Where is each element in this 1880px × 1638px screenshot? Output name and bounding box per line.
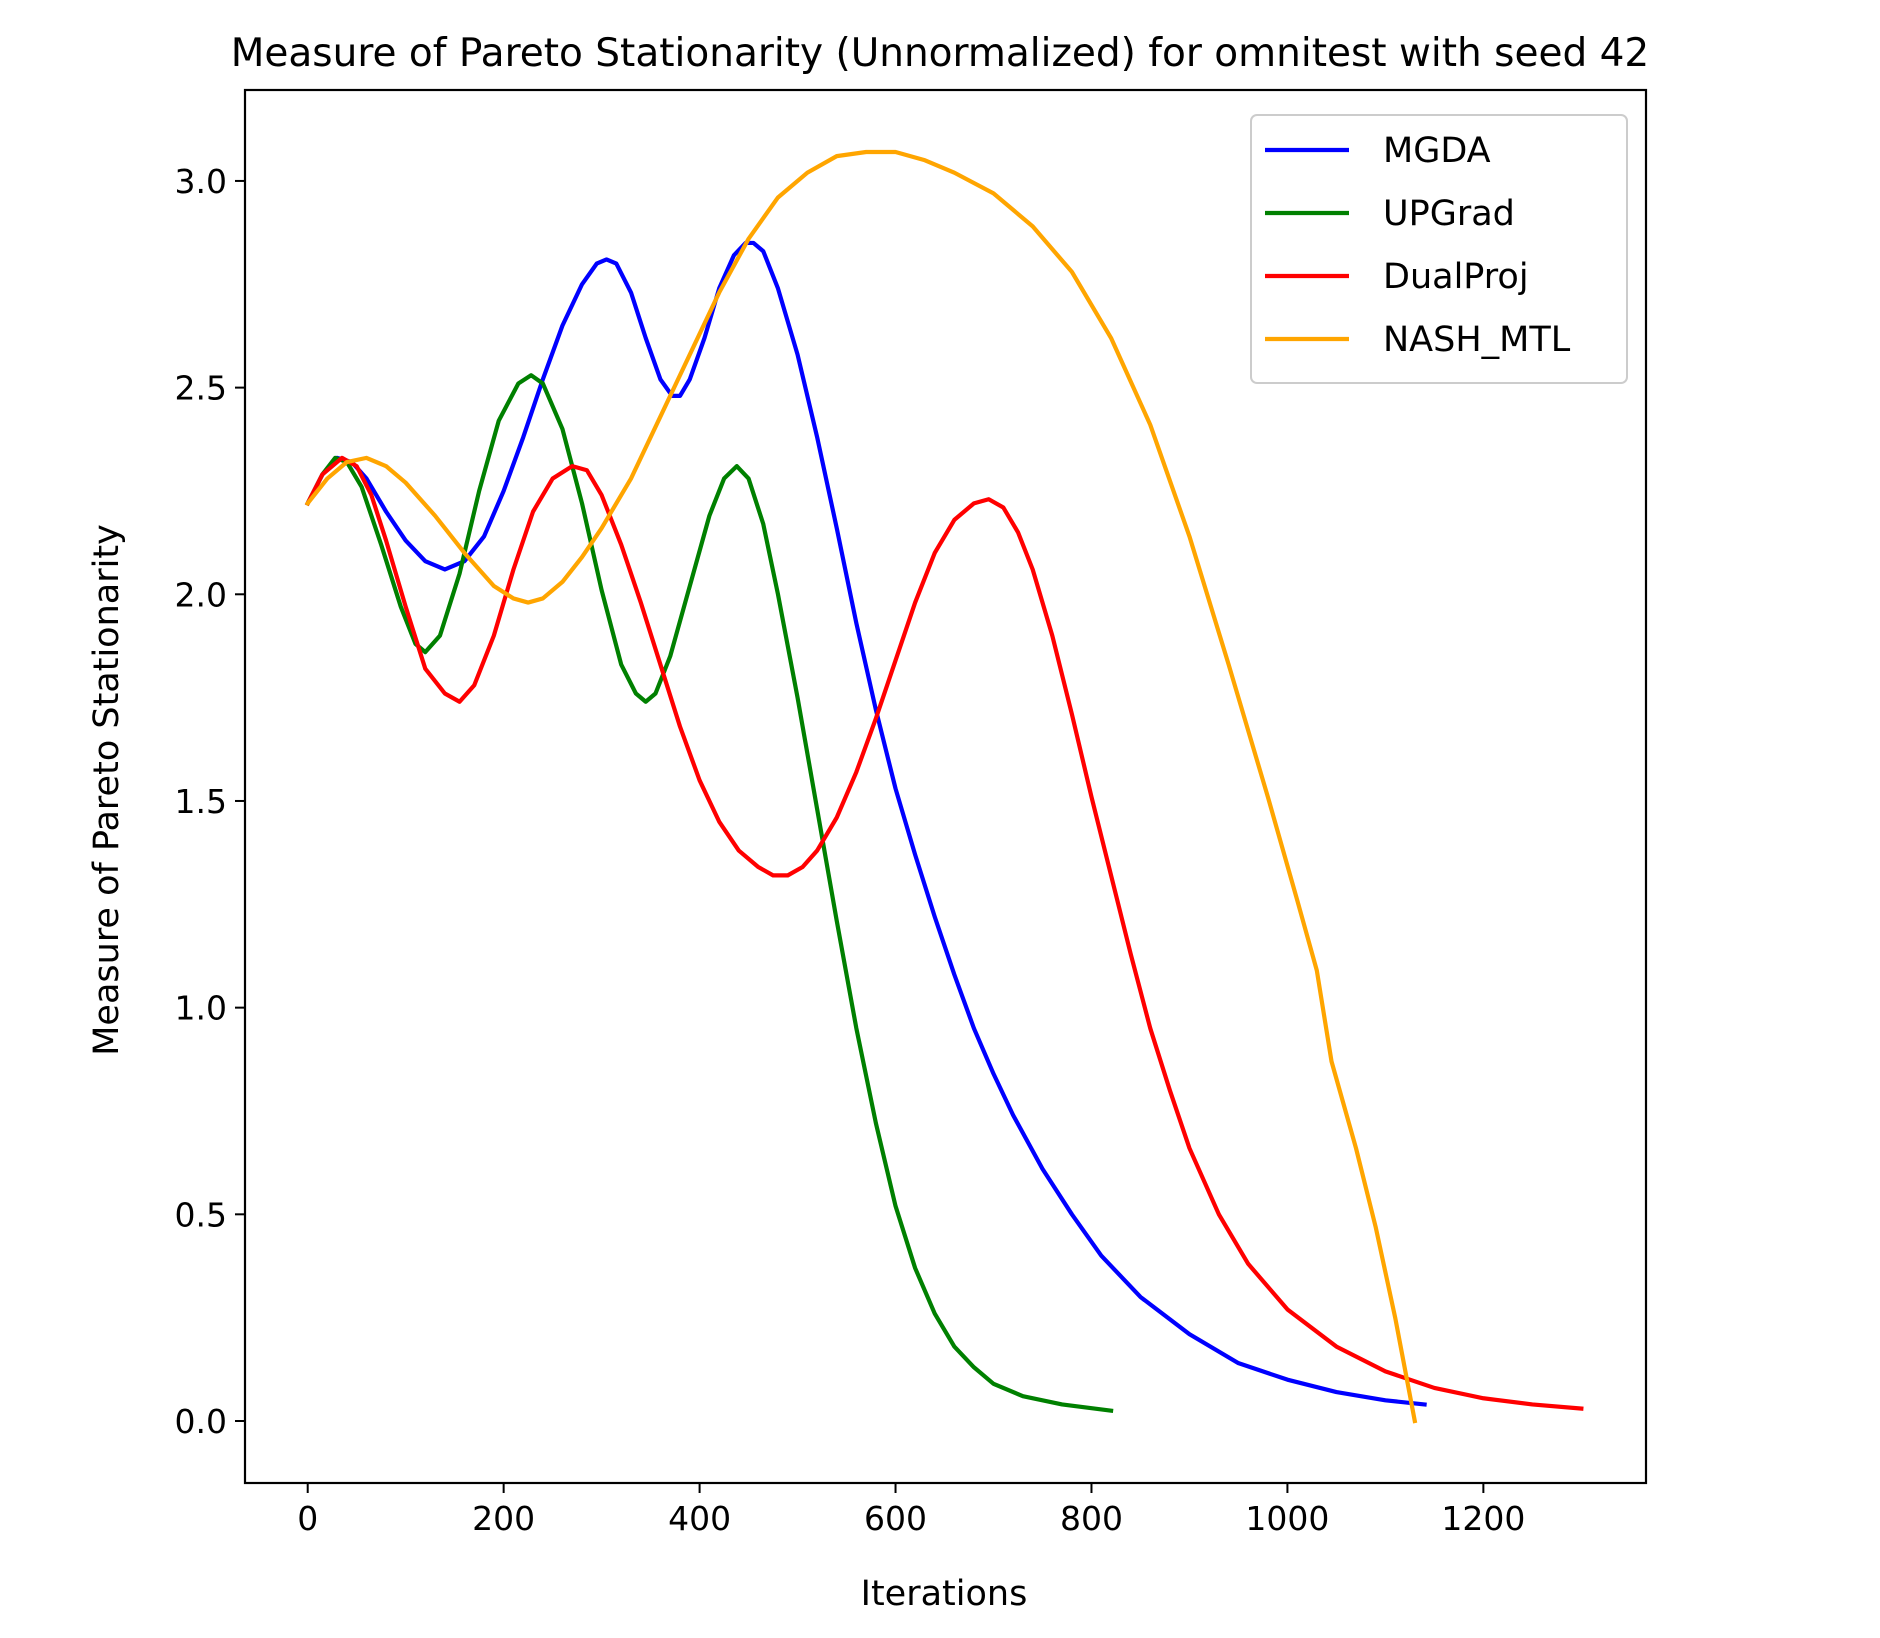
x-tick-label: 1000 [1245, 1499, 1329, 1538]
x-tick-label: 600 [864, 1499, 927, 1538]
x-axis-label: Iterations [861, 1574, 1028, 1614]
legend-box [1250, 114, 1628, 384]
legend-label: NASH_MTL [1383, 320, 1571, 360]
series-group [304, 149, 1584, 1424]
y-tick-label: 1.0 [175, 989, 227, 1028]
series-line-nash-mtl [304, 149, 1418, 1424]
legend-label: UPGrad [1383, 194, 1515, 234]
y-tick-label: 2.5 [175, 369, 227, 408]
x-tick-label: 0 [297, 1499, 318, 1538]
x-axis-ticks: 0 200 400 600 800 1000 1200 [297, 1483, 1525, 1538]
y-tick-label: 0.0 [175, 1402, 227, 1441]
y-tick-label: 2.0 [175, 575, 227, 614]
plot-area [243, 88, 1648, 1485]
legend-label: MGDA [1383, 131, 1491, 171]
x-tick-label: 800 [1060, 1499, 1123, 1538]
series-line-dualproj [304, 455, 1584, 1411]
x-tick-label: 200 [472, 1499, 535, 1538]
y-tick-label: 3.0 [175, 162, 227, 201]
x-tick-label: 1200 [1441, 1499, 1525, 1538]
y-axis-label: Measure of Pareto Stationarity [87, 524, 127, 1056]
plot-frame [243, 88, 1648, 1485]
y-tick-label: 0.5 [175, 1195, 227, 1234]
x-tick-label: 400 [668, 1499, 731, 1538]
legend-label: DualProj [1383, 257, 1529, 297]
y-tick-label: 1.5 [175, 782, 227, 821]
chart-title: Measure of Pareto Stationarity (Unnormal… [231, 31, 1649, 76]
legend: MGDA UPGrad DualProj NASH_MTL [1250, 114, 1628, 384]
y-axis-ticks: 0.0 0.5 1.0 1.5 2.0 2.5 3.0 [175, 162, 245, 1441]
